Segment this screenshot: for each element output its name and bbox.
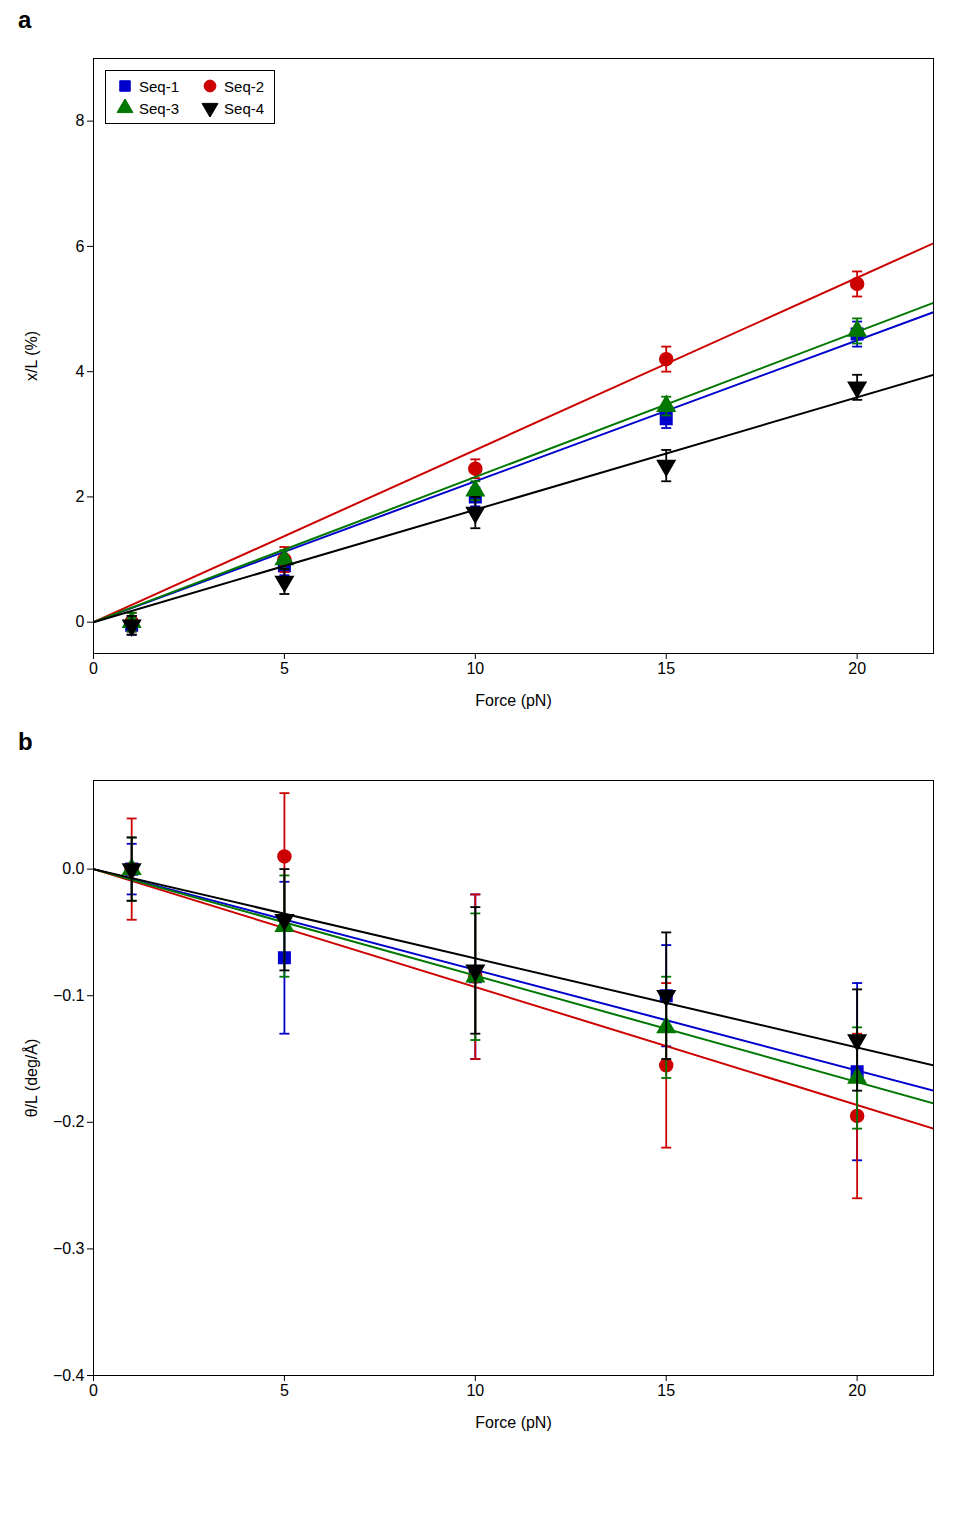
svg-text:Force (pN): Force (pN) bbox=[475, 1414, 551, 1431]
svg-text:x/L (%): x/L (%) bbox=[23, 331, 40, 381]
svg-text:6: 6 bbox=[76, 238, 85, 255]
svg-text:5: 5 bbox=[280, 660, 289, 677]
svg-text:15: 15 bbox=[657, 1382, 675, 1399]
html-text:Seq-1: Seq-1 bbox=[139, 77, 179, 95]
svg-text:−0.4: −0.4 bbox=[53, 1367, 85, 1384]
svg-text:0: 0 bbox=[89, 1382, 98, 1399]
svg-text:8: 8 bbox=[76, 112, 85, 129]
svg-text:10: 10 bbox=[466, 1382, 484, 1399]
svg-text:θ/L (deg/Å): θ/L (deg/Å) bbox=[22, 1039, 40, 1118]
html-text:a: a bbox=[18, 6, 32, 33]
svg-text:2: 2 bbox=[76, 488, 85, 505]
svg-text:0.0: 0.0 bbox=[62, 860, 84, 877]
svg-text:20: 20 bbox=[848, 660, 866, 677]
svg-text:Force (pN): Force (pN) bbox=[475, 692, 551, 709]
svg-text:−0.1: −0.1 bbox=[53, 987, 85, 1004]
svg-text:0: 0 bbox=[76, 613, 85, 630]
svg-text:−0.3: −0.3 bbox=[53, 1240, 85, 1257]
html-text:Seq-2: Seq-2 bbox=[224, 77, 265, 95]
svg-text:5: 5 bbox=[280, 1382, 289, 1399]
html-text:Seq-4: Seq-4 bbox=[224, 99, 265, 117]
svg-text:−0.2: −0.2 bbox=[53, 1113, 85, 1130]
svg-text:0: 0 bbox=[89, 660, 98, 677]
svg-text:20: 20 bbox=[848, 1382, 866, 1399]
svg-text:15: 15 bbox=[657, 660, 675, 677]
svg-text:4: 4 bbox=[76, 363, 85, 380]
svg-text:10: 10 bbox=[466, 660, 484, 677]
html-text:b: b bbox=[18, 728, 33, 755]
html-text:Seq-3: Seq-3 bbox=[139, 99, 179, 117]
